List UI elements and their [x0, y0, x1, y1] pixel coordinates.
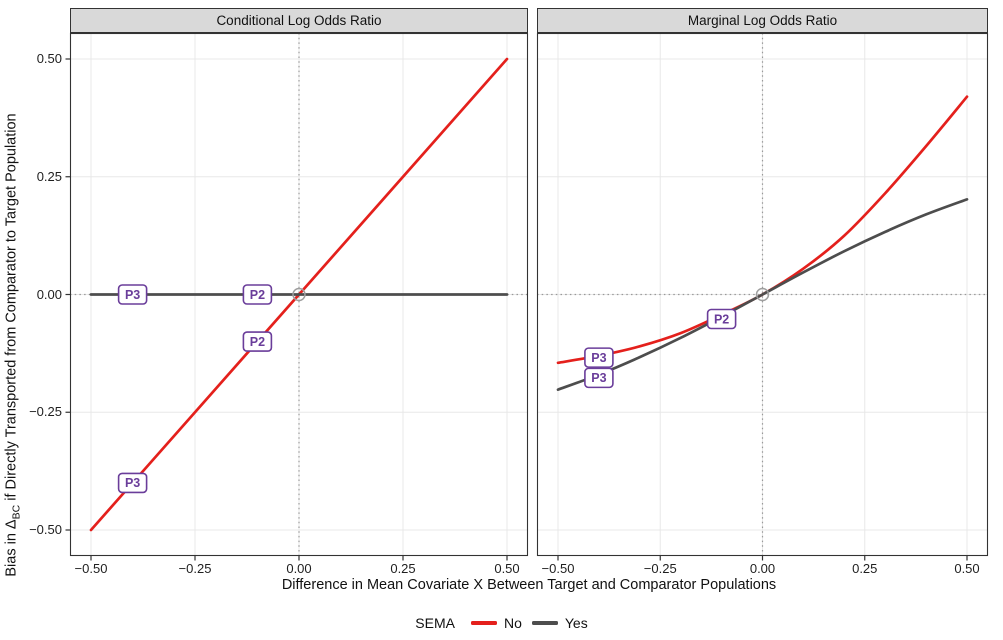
origin-circle-marker	[292, 287, 306, 302]
point-label-text: P2	[250, 335, 265, 349]
legend-item-yes: Yes	[531, 615, 588, 631]
y-tick-label: 0.00	[36, 286, 62, 302]
point-label-p3: P3	[584, 367, 614, 389]
x-tick-label: −0.50	[74, 561, 108, 576]
panel-conditional-plot: P3 P2 P2 P3	[65, 32, 529, 561]
point-label-p3: P3	[117, 284, 148, 305]
y-tick-label: −0.50	[29, 522, 62, 537]
facet-strip-conditional: Conditional Log Odds Ratio	[70, 8, 528, 33]
x-tick-label: 0.00	[749, 561, 776, 576]
y-axis-title-subscript: BC	[10, 504, 23, 520]
point-label-box	[584, 367, 614, 389]
facet-strip-marginal: Marginal Log Odds Ratio	[537, 8, 988, 33]
point-label-box	[706, 308, 737, 330]
panel-border	[536, 32, 989, 557]
legend-label-yes: Yes	[564, 615, 588, 631]
series-line-yes	[556, 198, 969, 391]
x-axis-title: Difference in Mean Covariate X Between T…	[281, 577, 777, 593]
y-tick-label: −0.25	[29, 404, 62, 420]
x-tick-label: −0.50	[541, 561, 575, 576]
point-label-text: P2	[250, 288, 265, 302]
panel-border	[69, 32, 529, 557]
point-label-p2: P2	[706, 308, 737, 330]
y-tick-label: 0.25	[36, 168, 62, 184]
point-label-text: P2	[714, 312, 729, 326]
x-tick-label: 0.50	[494, 561, 520, 576]
facet-strip-marginal-label: Marginal Log Odds Ratio	[687, 13, 838, 28]
x-tick-label: −0.25	[178, 561, 212, 576]
x-tick-label: 0.25	[852, 561, 878, 576]
point-label-text: P3	[591, 351, 606, 365]
facet-strip-conditional-label: Conditional Log Odds Ratio	[216, 13, 382, 28]
point-label-p3: P3	[117, 472, 148, 494]
panel-conditional: P3 P2 P2 P3	[65, 32, 529, 561]
x-tick-label: −0.25	[643, 561, 677, 576]
panel-marginal-plot: P2 P3 P3	[536, 32, 989, 561]
origin-circle-marker	[755, 287, 770, 302]
point-label-text: P3	[125, 476, 140, 490]
legend-item-no: No	[470, 615, 522, 631]
y-tick-label: 0.50	[36, 51, 62, 66]
x-tick-label: 0.50	[954, 561, 980, 576]
panel-marginal: P2 P3 P3	[536, 32, 989, 561]
legend-title: SEMA	[415, 615, 455, 631]
x-tick-label: 0.25	[390, 561, 416, 576]
point-label-p3: P3	[584, 347, 614, 368]
point-label-box	[242, 284, 273, 305]
point-label-text: P3	[125, 288, 140, 302]
point-label-p2: P2	[242, 284, 273, 305]
legend-line-no-icon	[470, 621, 497, 625]
point-label-box	[117, 472, 148, 494]
x-tick-label: 0.00	[286, 561, 312, 576]
point-label-text: P3	[591, 371, 606, 385]
legend-line-yes-icon	[531, 621, 558, 625]
legend-label-no: No	[503, 615, 522, 631]
point-label-box	[242, 331, 273, 352]
legend: SEMA No Yes	[0, 611, 1003, 635]
point-label-box	[584, 347, 614, 368]
point-label-box	[117, 284, 148, 305]
point-label-p2: P2	[242, 331, 273, 352]
